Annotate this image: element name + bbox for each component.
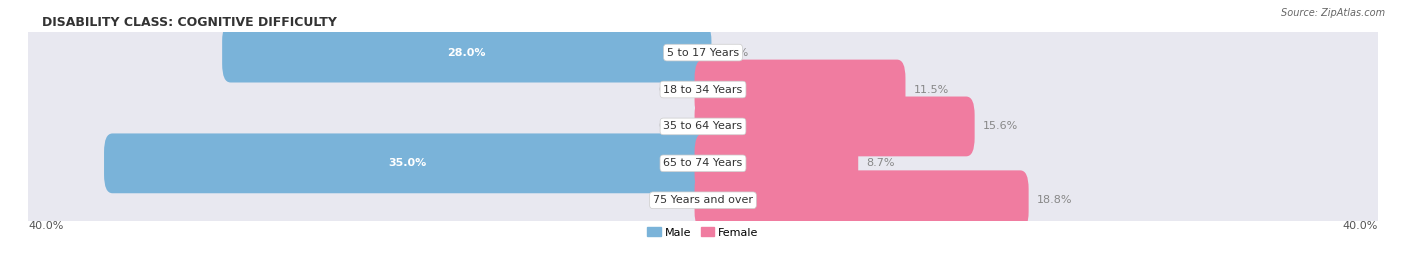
Text: 75 Years and over: 75 Years and over (652, 195, 754, 205)
FancyBboxPatch shape (104, 133, 711, 193)
Text: 11.5%: 11.5% (914, 84, 949, 94)
FancyBboxPatch shape (695, 23, 1386, 83)
FancyBboxPatch shape (20, 60, 711, 119)
Legend: Male, Female: Male, Female (647, 227, 759, 238)
Text: 0.0%: 0.0% (658, 121, 686, 132)
FancyBboxPatch shape (222, 23, 711, 83)
FancyBboxPatch shape (28, 148, 1378, 179)
FancyBboxPatch shape (695, 133, 1386, 193)
Text: 5 to 17 Years: 5 to 17 Years (666, 48, 740, 58)
FancyBboxPatch shape (28, 185, 1378, 215)
Text: 35 to 64 Years: 35 to 64 Years (664, 121, 742, 132)
Text: 18 to 34 Years: 18 to 34 Years (664, 84, 742, 94)
FancyBboxPatch shape (695, 170, 1029, 230)
Text: 40.0%: 40.0% (1343, 221, 1378, 231)
Text: 28.0%: 28.0% (447, 48, 486, 58)
Text: DISABILITY CLASS: COGNITIVE DIFFICULTY: DISABILITY CLASS: COGNITIVE DIFFICULTY (42, 16, 336, 29)
Text: 0.0%: 0.0% (720, 48, 748, 58)
Text: 8.7%: 8.7% (866, 158, 896, 168)
FancyBboxPatch shape (695, 133, 858, 193)
FancyBboxPatch shape (695, 60, 1386, 119)
Text: 18.8%: 18.8% (1038, 195, 1073, 205)
FancyBboxPatch shape (695, 60, 905, 119)
Text: 0.0%: 0.0% (658, 195, 686, 205)
FancyBboxPatch shape (20, 97, 711, 156)
FancyBboxPatch shape (695, 170, 1386, 230)
FancyBboxPatch shape (695, 97, 974, 156)
Text: 40.0%: 40.0% (28, 221, 63, 231)
FancyBboxPatch shape (20, 23, 711, 83)
FancyBboxPatch shape (20, 170, 711, 230)
FancyBboxPatch shape (20, 133, 711, 193)
Text: 65 to 74 Years: 65 to 74 Years (664, 158, 742, 168)
Text: Source: ZipAtlas.com: Source: ZipAtlas.com (1281, 8, 1385, 18)
Text: 35.0%: 35.0% (388, 158, 427, 168)
Text: 0.0%: 0.0% (658, 84, 686, 94)
FancyBboxPatch shape (695, 97, 1386, 156)
FancyBboxPatch shape (28, 37, 1378, 68)
Text: 15.6%: 15.6% (983, 121, 1018, 132)
FancyBboxPatch shape (28, 111, 1378, 141)
FancyBboxPatch shape (28, 74, 1378, 105)
